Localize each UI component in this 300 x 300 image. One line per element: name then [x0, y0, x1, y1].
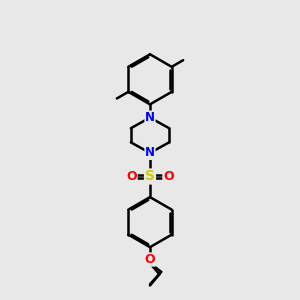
Text: O: O — [145, 253, 155, 266]
Text: O: O — [126, 170, 137, 183]
Text: S: S — [145, 169, 155, 184]
Text: N: N — [145, 146, 155, 159]
Text: O: O — [163, 170, 174, 183]
Text: N: N — [145, 111, 155, 124]
